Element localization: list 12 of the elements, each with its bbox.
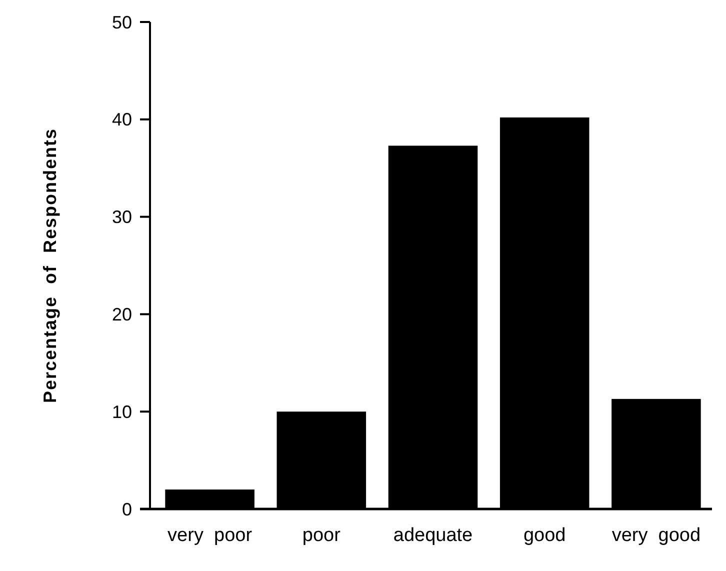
- y-tick-label: 10: [112, 402, 132, 422]
- y-axis-title: Percentage of Respondents: [40, 128, 60, 404]
- x-tick-label: good: [523, 525, 566, 546]
- y-tick-label: 50: [112, 12, 132, 32]
- y-tick-label: 20: [112, 304, 132, 324]
- x-tick-label: very good: [612, 525, 701, 546]
- y-tick-label: 40: [112, 110, 132, 130]
- x-tick-label: poor: [302, 525, 342, 546]
- x-tick-label: very poor: [168, 525, 253, 546]
- x-tick-label: adequate: [393, 525, 473, 546]
- y-tick-label: 30: [112, 207, 132, 228]
- y-tick-label: 0: [122, 499, 132, 520]
